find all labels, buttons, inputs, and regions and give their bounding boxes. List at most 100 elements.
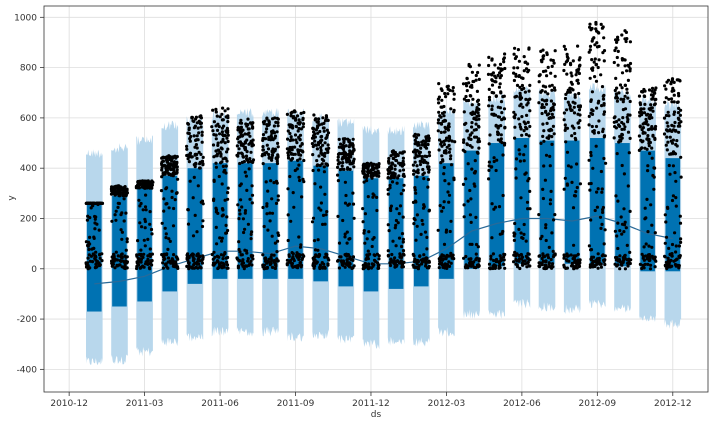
observed-point [565,126,570,130]
observed-point [249,150,253,154]
observed-point [596,266,600,270]
observed-point [615,55,619,60]
observed-point [518,125,523,129]
observed-point [264,180,268,184]
observed-point [477,117,481,121]
observed-point [548,84,552,88]
observed-point [588,25,592,29]
observed-point [219,154,223,158]
observed-point [542,139,546,143]
forecast-cluster [615,143,630,267]
observed-point [625,87,629,91]
observed-point [677,106,681,110]
observed-point [401,215,405,219]
observed-point [498,71,502,75]
observed-point [84,262,88,266]
observed-point [489,257,493,261]
observed-point [216,211,220,215]
observed-point [571,206,576,210]
observed-point [573,93,577,97]
observed-point [366,168,370,172]
observed-point [519,196,523,200]
observed-point [322,262,326,266]
observed-point [600,85,605,89]
observed-point [496,105,500,109]
observed-point [515,252,519,256]
observed-point [511,71,516,75]
observed-point [550,231,554,235]
observed-point [110,263,115,267]
observed-point [193,213,197,217]
observed-point [565,266,570,270]
observed-point [294,125,298,129]
observed-point [265,261,269,265]
observed-point [270,197,274,201]
observed-point [602,110,607,114]
observed-point [628,209,632,213]
observed-point [418,162,423,167]
observed-point [528,189,532,193]
observed-point [220,118,224,122]
observed-point [238,250,242,254]
observed-point [188,179,192,183]
observed-point [261,205,265,210]
observed-point [622,127,626,131]
observed-point [337,241,342,245]
observed-point [667,246,671,250]
observed-point [568,90,572,94]
observed-point [212,120,216,124]
observed-point [550,88,554,92]
observed-point [575,162,579,166]
observed-point [273,266,277,270]
observed-point [599,73,603,77]
x-axis-ticks: 2010-12 2011-03 2011-06 2011-09 2011-12 2012-… [50,392,692,409]
observed-point [653,137,657,141]
observed-point [401,249,406,253]
observed-point [269,134,273,138]
observed-point [318,265,322,269]
observed-point [214,110,218,114]
observed-point [467,81,471,85]
observed-point [412,134,416,138]
observed-point [517,117,521,121]
observed-point [161,255,165,259]
observed-point [201,155,205,159]
observed-point [147,262,151,266]
observed-point [676,116,681,120]
observed-point [564,140,568,144]
observed-point [245,138,249,142]
observed-point [365,173,370,177]
observed-point [669,97,674,101]
observed-point [150,252,154,256]
observed-point [286,129,290,133]
trend-line [94,215,673,285]
forecast-cluster [464,150,479,269]
observed-point [322,121,326,125]
observed-point [248,121,253,125]
observed-point [642,94,646,98]
observed-point [412,169,416,173]
observed-point [419,146,423,150]
observed-point [200,261,204,265]
observed-point [599,169,604,174]
observed-point [220,239,224,243]
observed-point [576,81,581,85]
observed-point [372,162,376,166]
observed-point [596,65,600,70]
observed-point [516,66,520,70]
observed-point [93,227,97,231]
observed-point [92,235,96,239]
observed-point [220,130,224,134]
observed-point [513,136,517,140]
observed-point [671,164,676,168]
observed-point [274,201,279,205]
observed-point [427,208,431,212]
observed-point [147,183,151,187]
observed-point [546,256,551,260]
observed-point [226,129,230,133]
observed-point [200,133,204,137]
observed-point [523,259,527,263]
observed-point [94,250,98,254]
observed-point [88,235,92,239]
observed-point [319,135,323,139]
